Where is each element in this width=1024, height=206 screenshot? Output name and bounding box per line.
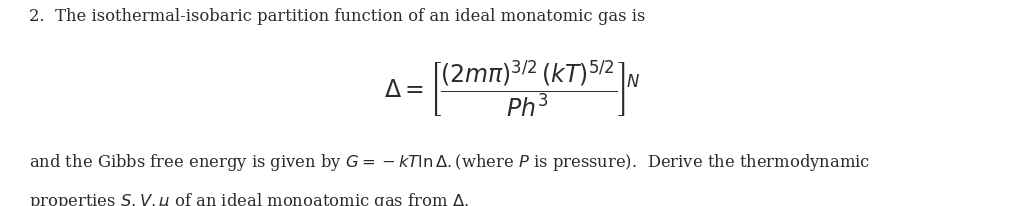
Text: $\Delta = \left[\dfrac{(2m\pi)^{3/2}\,(kT)^{5/2}}{Ph^3}\right]^{\!N}$: $\Delta = \left[\dfrac{(2m\pi)^{3/2}\,(k… bbox=[384, 58, 640, 118]
Text: properties $S, V, \mu$ of an ideal monoatomic gas from $\Delta$.: properties $S, V, \mu$ of an ideal monoa… bbox=[29, 191, 469, 206]
Text: 2.  The isothermal-isobaric partition function of an ideal monatomic gas is: 2. The isothermal-isobaric partition fun… bbox=[29, 8, 645, 25]
Text: and the Gibbs free energy is given by $G = -kT\ln\Delta.$(where $P$ is pressure): and the Gibbs free energy is given by $G… bbox=[29, 151, 870, 172]
